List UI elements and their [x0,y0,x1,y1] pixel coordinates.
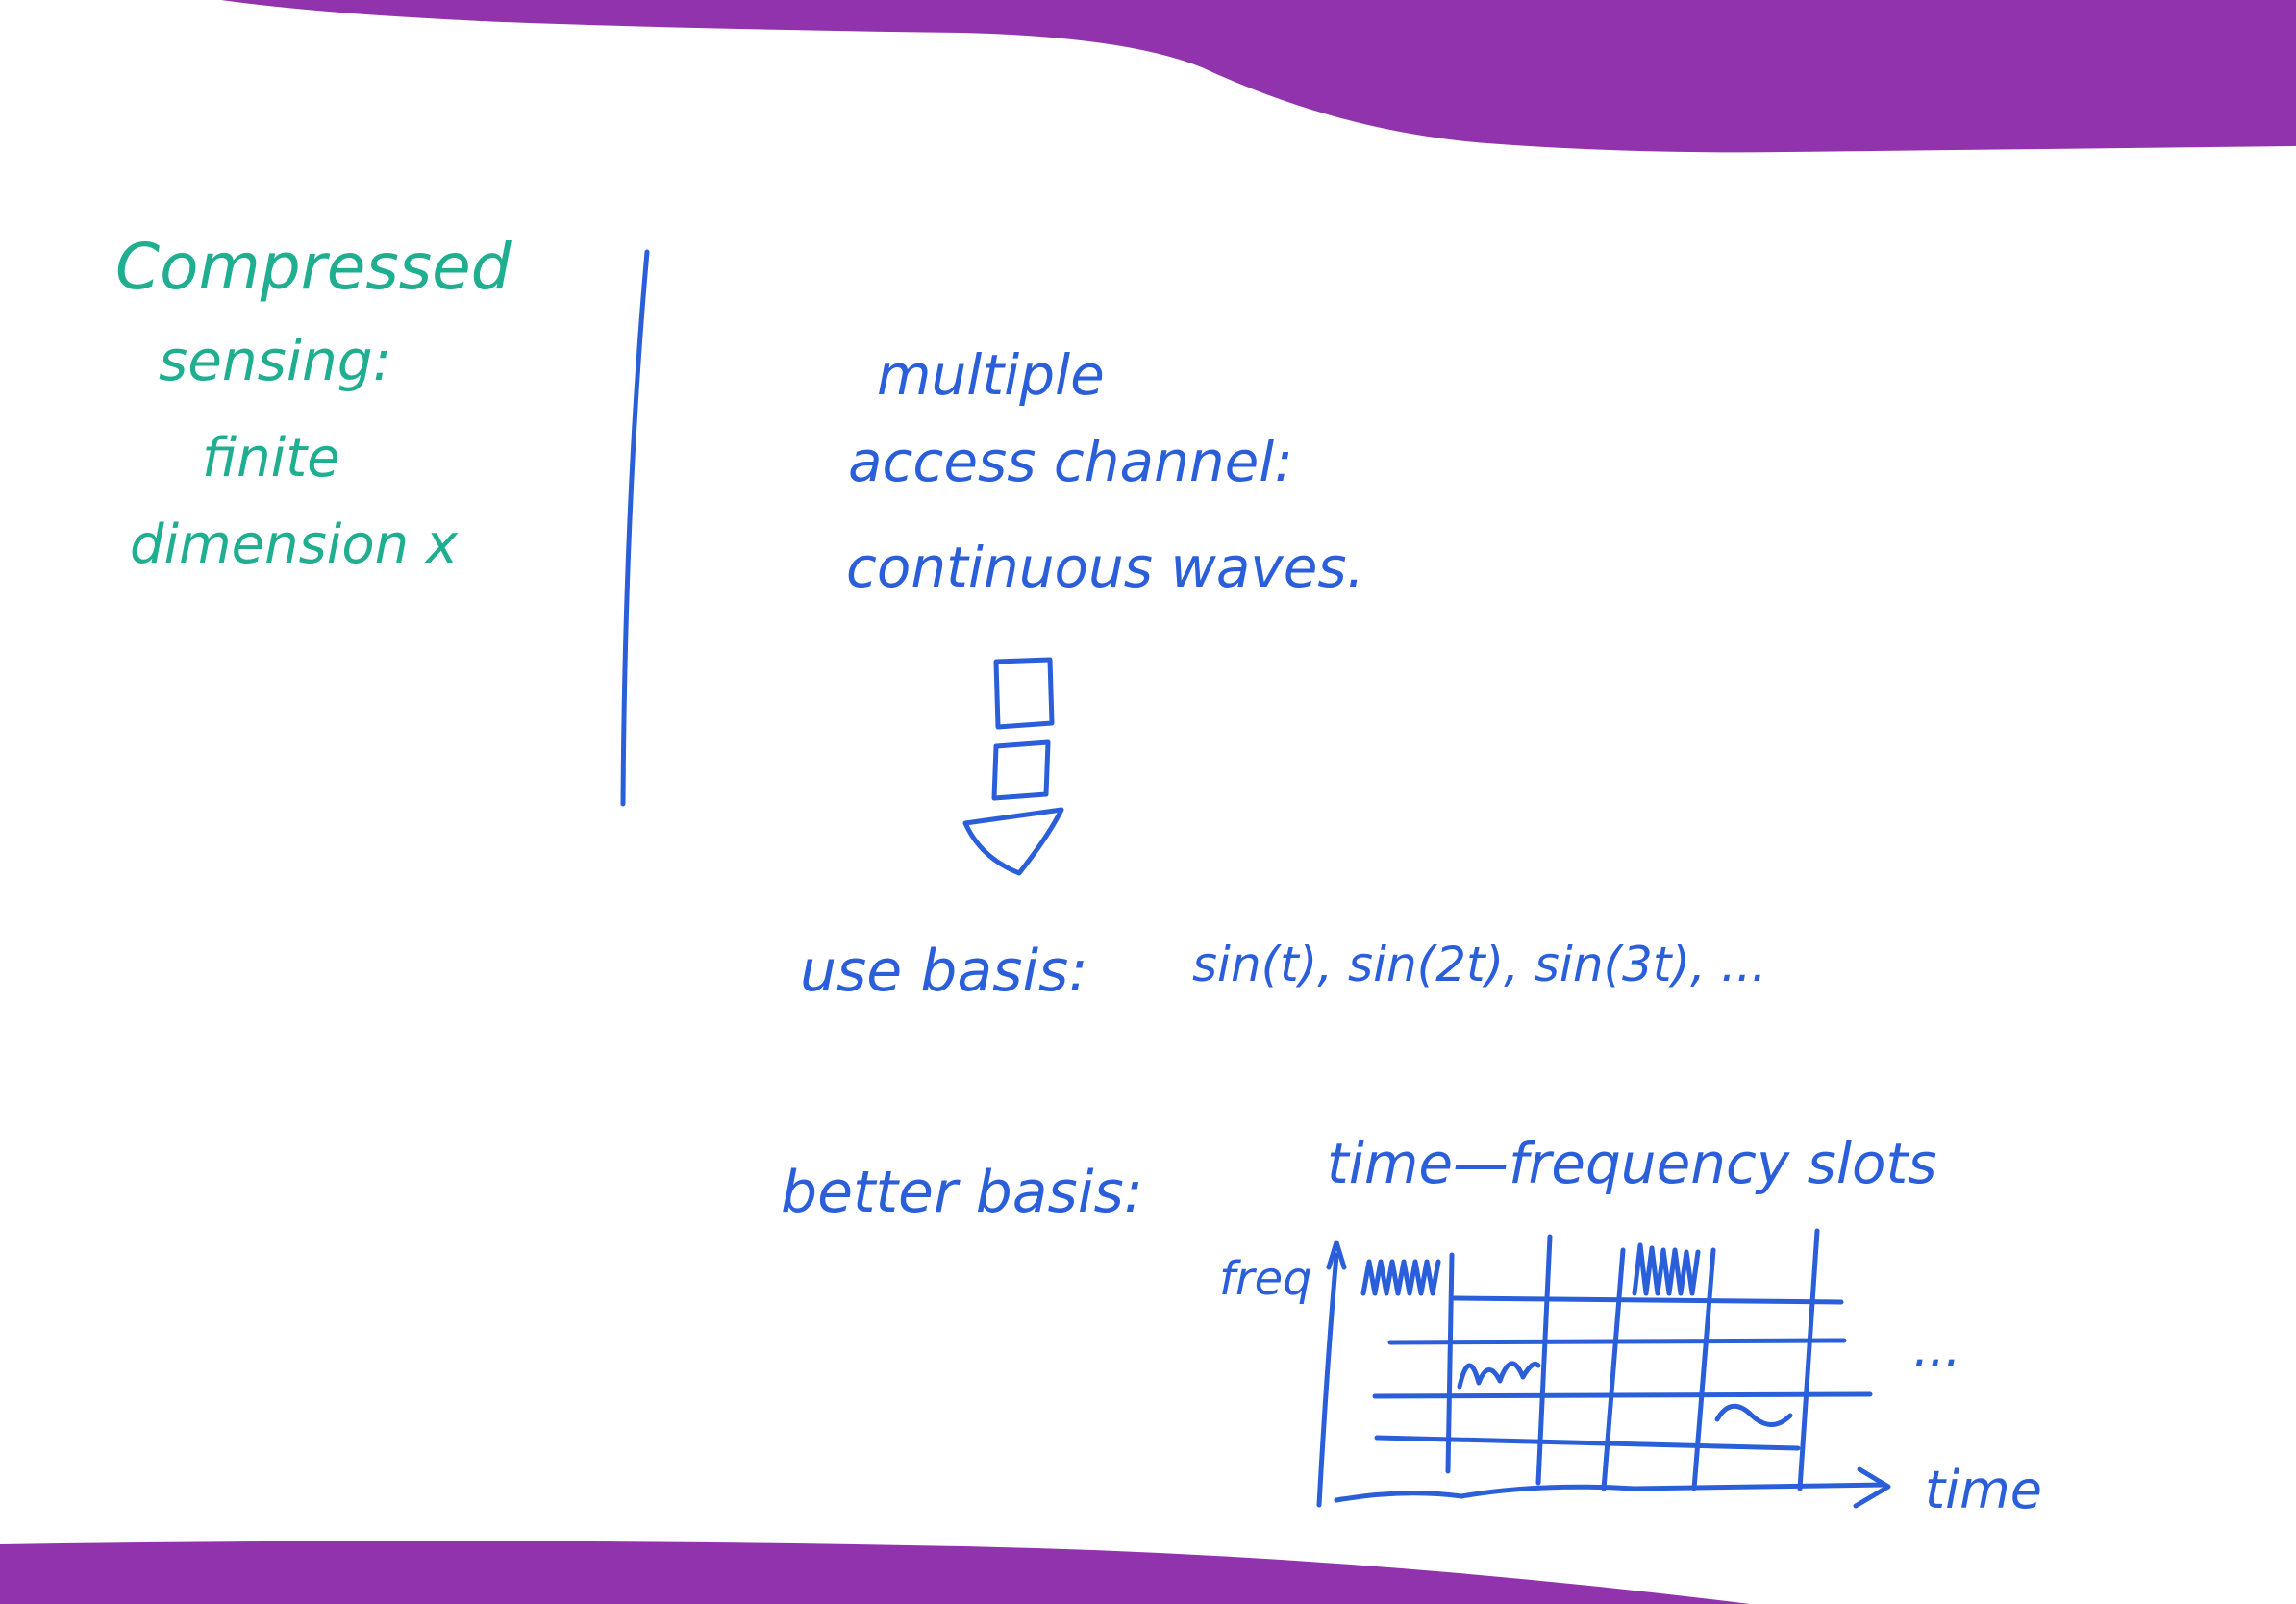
time-frequency-grid [1316,1228,1891,1509]
basis-label: use basis: [800,938,1088,1005]
down-arrow-icon [962,657,1064,876]
better-basis-terms: time—frequency slots [1327,1131,1936,1196]
left-note-line4: dimension x [130,514,459,576]
right-note-line3: continuous waves. [846,535,1364,600]
left-note-line3: finite [202,427,340,489]
right-note-line1: multiple [877,342,1105,408]
left-note-line2: sensing: [159,328,391,393]
freq-axis [1316,1252,1339,1508]
freq-axis-arrowhead-icon [1326,1240,1347,1270]
wave-mark [1714,1403,1793,1427]
bottom-band [0,1541,1750,1604]
top-band [221,0,2296,153]
grid-ellipsis: ... [1913,1320,1961,1378]
left-note-line1: Compressed [115,230,512,304]
grid-xlabel: time [1925,1460,2042,1520]
grid-ylabel: freq [1219,1252,1312,1306]
better-basis-label: better basis: [781,1159,1143,1226]
wave-mark [1632,1242,1701,1296]
time-axis [1334,1482,1887,1503]
wave-mark [1360,1259,1441,1296]
right-note-line2: access channel: [848,429,1293,494]
basis-terms: sin(t), sin(2t), sin(3t), ... [1192,937,1766,992]
wave-mark [1457,1361,1541,1390]
vertical-divider [620,249,650,807]
time-axis-arrowhead-icon [1853,1466,1891,1509]
